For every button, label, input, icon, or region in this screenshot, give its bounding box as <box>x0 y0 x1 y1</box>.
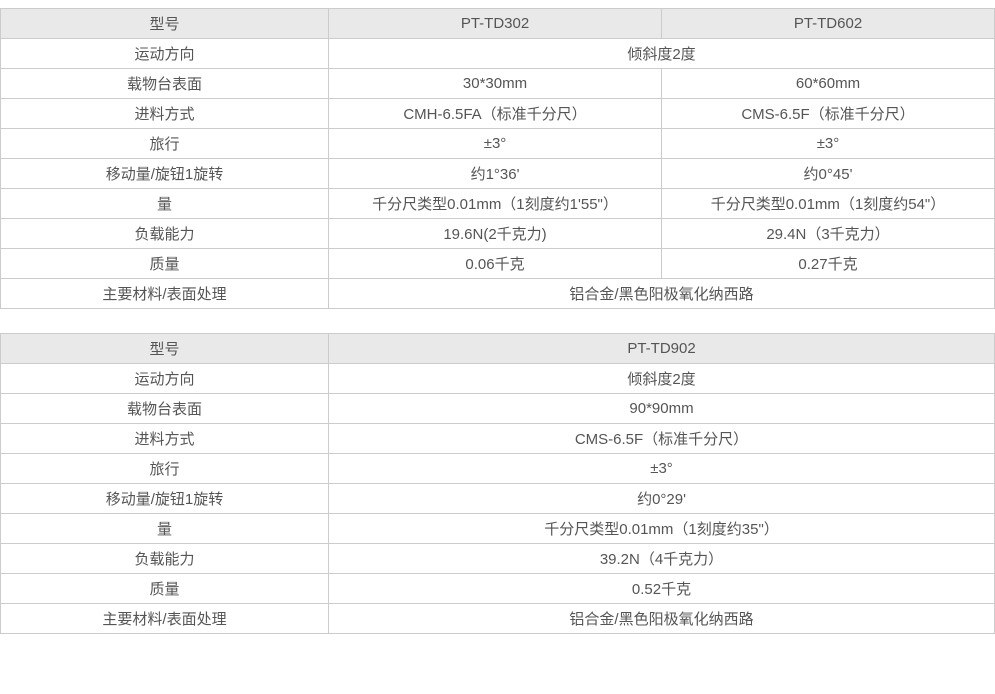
cell-move-2: 约0°29' <box>329 484 995 514</box>
cell-surface-b: 60*60mm <box>662 69 995 99</box>
row-label-material-2: 主要材料/表面处理 <box>1 604 329 634</box>
header-model-a: PT-TD302 <box>329 9 662 39</box>
cell-amount-b: 千分尺类型0.01mm（1刻度约54"） <box>662 189 995 219</box>
cell-motion: 倾斜度2度 <box>329 39 995 69</box>
table-row: 型号 PT-TD902 <box>1 334 995 364</box>
row-label-surface-2: 载物台表面 <box>1 394 329 424</box>
row-label-mass: 质量 <box>1 249 329 279</box>
row-label-amount-2: 量 <box>1 514 329 544</box>
table-row: 移动量/旋钮1旋转 约1°36' 约0°45' <box>1 159 995 189</box>
spec-table-1: 型号 PT-TD302 PT-TD602 运动方向 倾斜度2度 载物台表面 30… <box>0 8 995 309</box>
cell-mass-b: 0.27千克 <box>662 249 995 279</box>
row-label-material: 主要材料/表面处理 <box>1 279 329 309</box>
cell-material-2: 铝合金/黑色阳极氧化纳西路 <box>329 604 995 634</box>
table-row: 进料方式 CMS-6.5F（标准千分尺） <box>1 424 995 454</box>
table-row: 量 千分尺类型0.01mm（1刻度约1'55"） 千分尺类型0.01mm（1刻度… <box>1 189 995 219</box>
cell-move-a: 约1°36' <box>329 159 662 189</box>
cell-material: 铝合金/黑色阳极氧化纳西路 <box>329 279 995 309</box>
row-label-travel-2: 旅行 <box>1 454 329 484</box>
cell-feed-b: CMS-6.5F（标准千分尺） <box>662 99 995 129</box>
cell-load-a: 19.6N(2千克力) <box>329 219 662 249</box>
cell-mass-a: 0.06千克 <box>329 249 662 279</box>
row-label-moveperknob-2: 移动量/旋钮1旋转 <box>1 484 329 514</box>
table-row: 旅行 ±3° ±3° <box>1 129 995 159</box>
row-label-feed: 进料方式 <box>1 99 329 129</box>
table-row: 质量 0.52千克 <box>1 574 995 604</box>
cell-surface-2: 90*90mm <box>329 394 995 424</box>
table-row: 载物台表面 90*90mm <box>1 394 995 424</box>
table-row: 型号 PT-TD302 PT-TD602 <box>1 9 995 39</box>
table-row: 移动量/旋钮1旋转 约0°29' <box>1 484 995 514</box>
row-label-surface: 载物台表面 <box>1 69 329 99</box>
cell-feed-2: CMS-6.5F（标准千分尺） <box>329 424 995 454</box>
cell-load-b: 29.4N（3千克力） <box>662 219 995 249</box>
cell-surface-a: 30*30mm <box>329 69 662 99</box>
row-label-load-2: 负载能力 <box>1 544 329 574</box>
cell-amount-a: 千分尺类型0.01mm（1刻度约1'55"） <box>329 189 662 219</box>
row-label-mass-2: 质量 <box>1 574 329 604</box>
header-model-label: 型号 <box>1 9 329 39</box>
table-row: 运动方向 倾斜度2度 <box>1 364 995 394</box>
cell-motion-2: 倾斜度2度 <box>329 364 995 394</box>
cell-move-b: 约0°45' <box>662 159 995 189</box>
header-model-b: PT-TD602 <box>662 9 995 39</box>
cell-travel-2: ±3° <box>329 454 995 484</box>
cell-travel-a: ±3° <box>329 129 662 159</box>
table-row: 质量 0.06千克 0.27千克 <box>1 249 995 279</box>
row-label-amount: 量 <box>1 189 329 219</box>
cell-load-2: 39.2N（4千克力） <box>329 544 995 574</box>
table-row: 运动方向 倾斜度2度 <box>1 39 995 69</box>
row-label-feed-2: 进料方式 <box>1 424 329 454</box>
header-model-c: PT-TD902 <box>329 334 995 364</box>
table-row: 负载能力 39.2N（4千克力） <box>1 544 995 574</box>
spec-table-2: 型号 PT-TD902 运动方向 倾斜度2度 载物台表面 90*90mm 进料方… <box>0 333 995 634</box>
table-row: 进料方式 CMH-6.5FA（标准千分尺） CMS-6.5F（标准千分尺） <box>1 99 995 129</box>
table-row: 负载能力 19.6N(2千克力) 29.4N（3千克力） <box>1 219 995 249</box>
cell-travel-b: ±3° <box>662 129 995 159</box>
cell-amount-2: 千分尺类型0.01mm（1刻度约35"） <box>329 514 995 544</box>
header-model-label-2: 型号 <box>1 334 329 364</box>
table-row: 主要材料/表面处理 铝合金/黑色阳极氧化纳西路 <box>1 604 995 634</box>
row-label-motion-2: 运动方向 <box>1 364 329 394</box>
row-label-load: 负载能力 <box>1 219 329 249</box>
row-label-motion: 运动方向 <box>1 39 329 69</box>
tables-container: 型号 PT-TD302 PT-TD602 运动方向 倾斜度2度 载物台表面 30… <box>0 0 995 642</box>
table-row: 载物台表面 30*30mm 60*60mm <box>1 69 995 99</box>
table-row: 主要材料/表面处理 铝合金/黑色阳极氧化纳西路 <box>1 279 995 309</box>
cell-mass-2: 0.52千克 <box>329 574 995 604</box>
table-row: 旅行 ±3° <box>1 454 995 484</box>
row-label-travel: 旅行 <box>1 129 329 159</box>
row-label-moveperknob: 移动量/旋钮1旋转 <box>1 159 329 189</box>
table-row: 量 千分尺类型0.01mm（1刻度约35"） <box>1 514 995 544</box>
cell-feed-a: CMH-6.5FA（标准千分尺） <box>329 99 662 129</box>
